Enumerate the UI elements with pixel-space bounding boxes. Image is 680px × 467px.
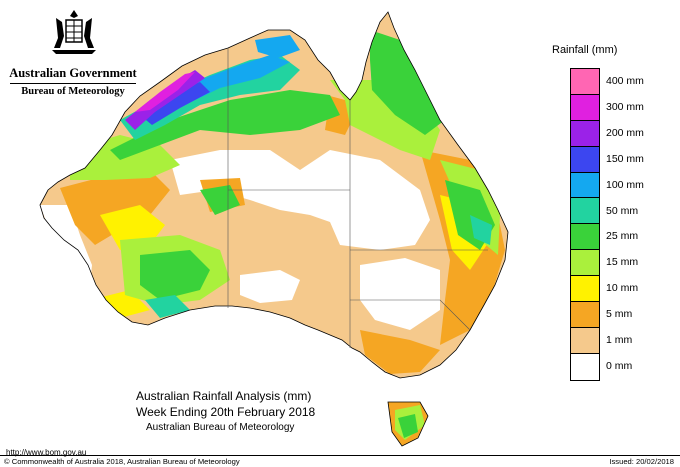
legend-label: 200 mm [606, 126, 644, 139]
legend-label: 5 mm [606, 308, 633, 321]
legend-label: 1 mm [606, 334, 633, 346]
bureau-name: Bureau of Meteorology [21, 86, 125, 97]
coat-of-arms-icon [52, 10, 96, 54]
legend-swatch [571, 69, 599, 95]
dry-area [170, 150, 430, 250]
legend-label: 100 mm [606, 178, 644, 191]
legend-swatch [571, 302, 599, 328]
legend-swatch [571, 120, 599, 147]
legend-swatch [571, 172, 599, 199]
legend-swatch [571, 250, 599, 277]
legend-label: 400 mm [606, 75, 644, 87]
issued-date: Issued: 20/02/2018 [609, 457, 674, 466]
copyright-notice: © Commonwealth of Australia 2018, Austra… [4, 457, 240, 466]
legend-swatch [571, 327, 599, 354]
legend-label: 25 mm [606, 230, 639, 243]
legend-swatch [571, 224, 599, 251]
legend-title: Rainfall (mm) [552, 44, 618, 56]
bom-url[interactable]: http://www.bom.gov.au [6, 448, 87, 457]
caption-title: Australian Rainfall Analysis (mm) [136, 389, 312, 403]
legend-label: 50 mm [606, 204, 639, 217]
footer-divider [0, 455, 680, 456]
legend-swatch [571, 94, 599, 121]
legend-label: 0 mm [606, 359, 633, 372]
legend-label: 10 mm [606, 282, 639, 295]
caption-source: Australian Bureau of Meteorology [146, 422, 295, 433]
legend-swatches [570, 68, 600, 381]
legend-swatch [571, 353, 599, 380]
legend-label: 15 mm [606, 256, 639, 269]
legend-swatch [571, 146, 599, 173]
logo-divider [10, 83, 136, 84]
legend-label: 300 mm [606, 100, 644, 113]
legend-label: 150 mm [606, 152, 644, 165]
government-name: Australian Government [9, 66, 137, 80]
legend-swatch [571, 198, 599, 225]
legend-swatch [571, 276, 599, 303]
caption-period: Week Ending 20th February 2018 [136, 405, 316, 419]
bom-logo: Australian Government Bureau of Meteorol… [8, 8, 138, 98]
